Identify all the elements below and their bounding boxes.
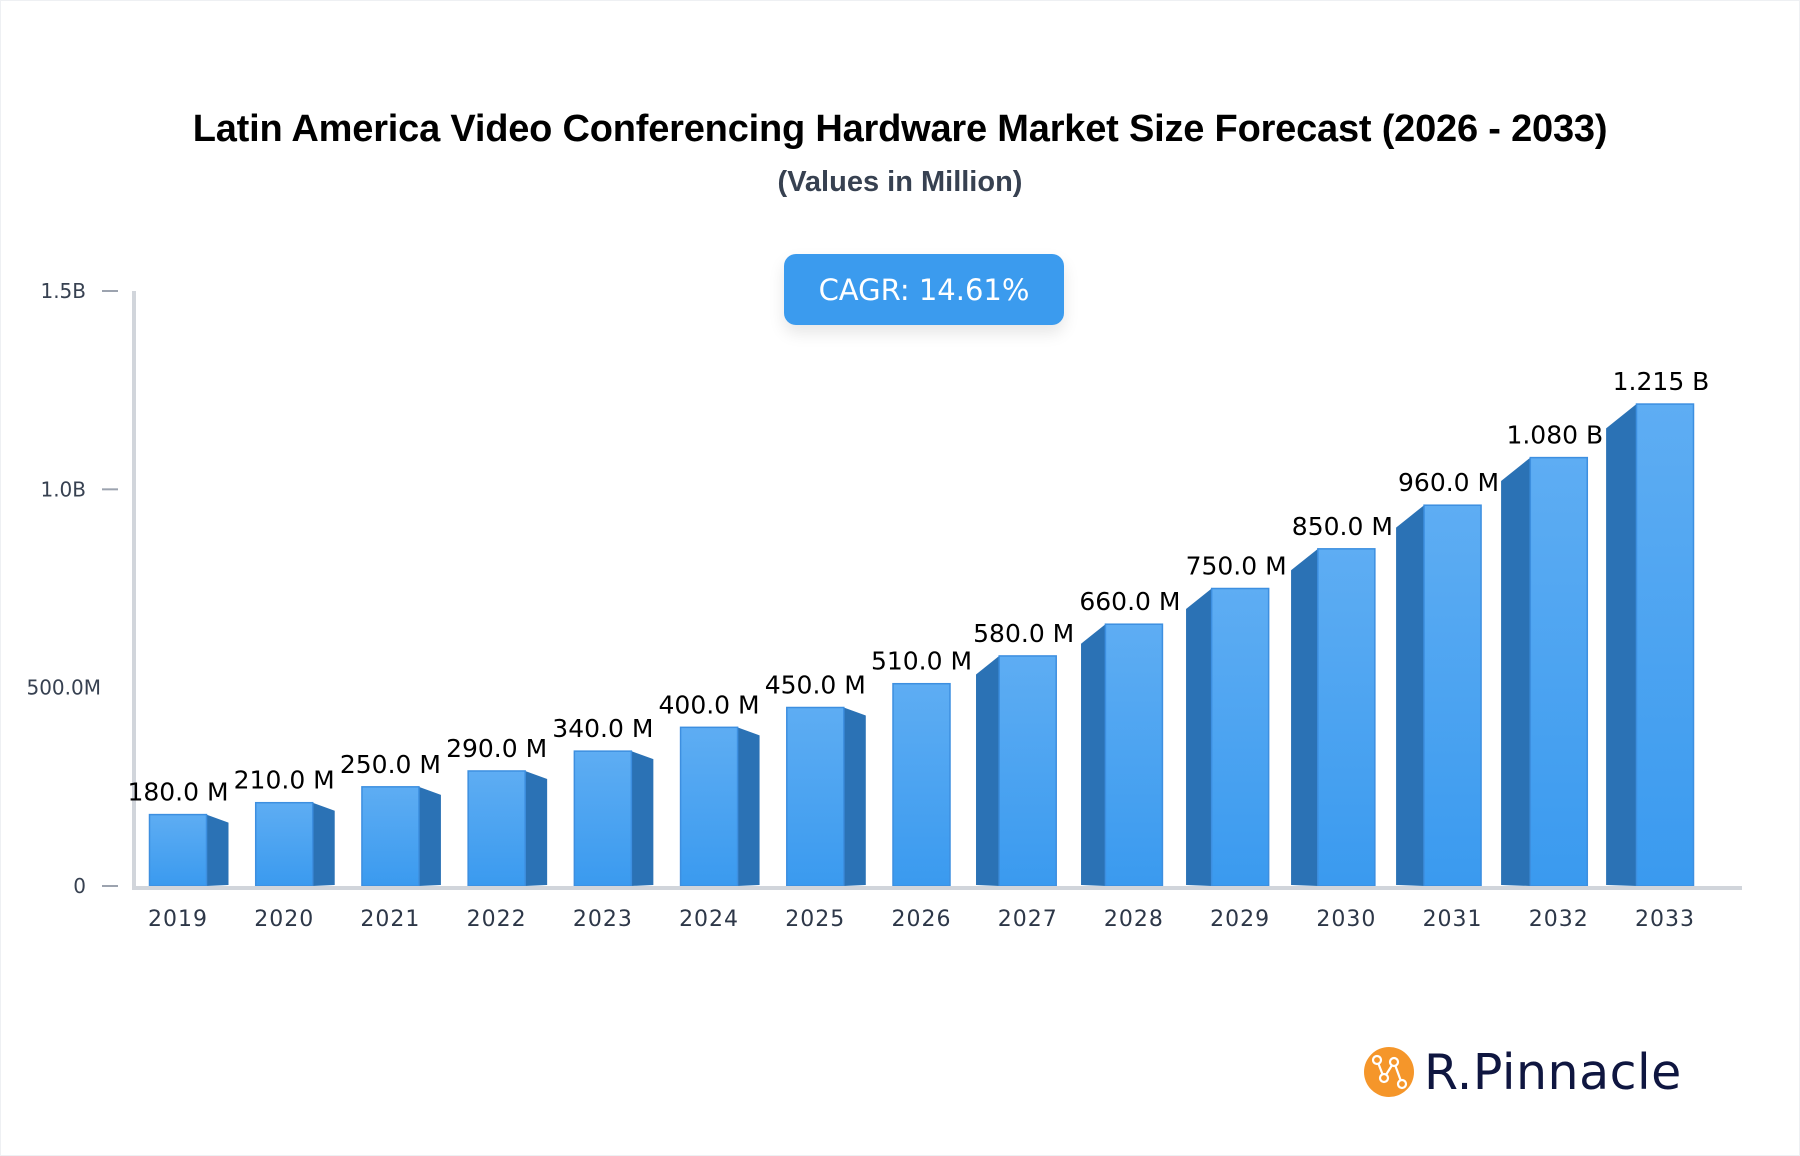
x-tick-label: 2027 (998, 907, 1058, 932)
x-tick-label: 2025 (785, 907, 845, 932)
x-tick-label: 2022 (467, 907, 527, 932)
y-tick-mark (102, 488, 118, 491)
y-axis-line (132, 291, 136, 890)
x-tick-label: 2028 (1104, 907, 1164, 932)
x-tick-label: 2021 (360, 907, 420, 932)
x-tick-label: 2024 (679, 907, 739, 932)
bar-2032: 1.080 B (1501, 421, 1603, 887)
bar-value-label: 850.0 M (1292, 512, 1393, 541)
y-tick-mark (102, 885, 118, 887)
brand-name: R.Pinnacle (1424, 1043, 1682, 1101)
x-tick-label: 2031 (1423, 907, 1483, 932)
bar-value-label: 250.0 M (340, 750, 441, 779)
bar-2031: 960.0 M (1396, 468, 1499, 887)
bar-value-label: 960.0 M (1398, 468, 1499, 497)
y-axis: 0 500.0M 1.0B 1.5B (26, 279, 136, 898)
bar-2033: 1.215 B (1606, 367, 1710, 887)
bar-value-label: 660.0 M (1079, 587, 1180, 616)
x-tick-label: 2032 (1529, 907, 1589, 932)
x-tick-label: 2023 (573, 907, 633, 932)
cagr-badge: CAGR: 14.61% (784, 254, 1064, 325)
bar-value-label: 1.080 B (1506, 421, 1603, 450)
bar-2025: 450.0 M (765, 671, 866, 887)
bar-value-label: 210.0 M (234, 766, 335, 795)
bar-2020: 210.0 M (234, 766, 335, 887)
bar-value-label: 400.0 M (659, 690, 760, 719)
bar-value-label: 1.215 B (1613, 367, 1710, 396)
bar-value-label: 580.0 M (973, 619, 1074, 648)
x-axis-line (132, 886, 1742, 890)
bar-2022: 290.0 M (446, 734, 547, 887)
chart-subtitle: (Values in Million) (777, 166, 1023, 198)
bar-value-label: 340.0 M (552, 714, 653, 743)
bar-2019: 180.0 M (127, 778, 229, 887)
x-tick-label: 2033 (1635, 907, 1695, 932)
bar-2024: 400.0 M (659, 690, 760, 887)
y-tick-label: 1.0B (40, 477, 86, 501)
bar-2029: 750.0 M (1186, 552, 1287, 887)
x-axis: 2019 2020 2021 2022 2023 2024 2025 2026 2027 2028… (102, 885, 1742, 932)
bar-2026: 510.0 M (871, 647, 972, 887)
y-tick-label: 0 (73, 874, 86, 898)
bar-2021: 250.0 M (340, 750, 441, 887)
bar-value-label: 290.0 M (446, 734, 547, 763)
x-tick-label: 2019 (148, 907, 208, 932)
bar-2030: 850.0 M (1291, 512, 1393, 887)
x-tick-label: 2026 (892, 907, 952, 932)
bar-2027: 580.0 M (973, 619, 1074, 887)
bar-value-label: 750.0 M (1186, 552, 1287, 581)
y-tick-label: 500.0M (26, 676, 101, 700)
bar-2028: 660.0 M (1079, 587, 1180, 887)
y-tick-mark (102, 290, 118, 292)
cagr-label: CAGR: 14.61% (818, 272, 1030, 307)
bar-value-label: 180.0 M (127, 778, 228, 807)
chart-title: Latin America Video Conferencing Hardwar… (192, 108, 1608, 150)
x-tick-label: 2030 (1316, 907, 1376, 932)
y-tick-label: 1.5B (40, 279, 86, 303)
bar-2023: 340.0 M (552, 714, 653, 887)
x-tick-label: 2020 (254, 907, 314, 932)
chart-network-icon (1364, 1047, 1414, 1097)
brand-logo: R.Pinnacle (1364, 1042, 1682, 1102)
bar-value-label: 510.0 M (871, 647, 972, 676)
bar-value-label: 450.0 M (765, 671, 866, 700)
x-tick-label: 2029 (1210, 907, 1270, 932)
